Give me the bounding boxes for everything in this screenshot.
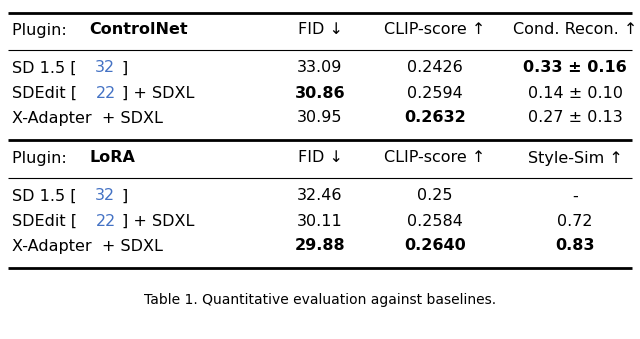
Text: X-Adapter  + SDXL: X-Adapter + SDXL xyxy=(12,239,163,254)
Text: SD 1.5 [: SD 1.5 [ xyxy=(12,60,77,76)
Text: -: - xyxy=(572,188,578,203)
Text: 32.46: 32.46 xyxy=(297,188,343,203)
Text: ]: ] xyxy=(121,188,127,203)
Text: 0.2584: 0.2584 xyxy=(407,214,463,228)
Text: 0.25: 0.25 xyxy=(417,188,452,203)
Text: SD 1.5 [: SD 1.5 [ xyxy=(12,188,77,203)
Text: Plugin:: Plugin: xyxy=(12,22,72,38)
Text: 0.2594: 0.2594 xyxy=(407,85,463,100)
Text: ] + SDXL: ] + SDXL xyxy=(122,85,195,100)
Text: Table 1. Quantitative evaluation against baselines.: Table 1. Quantitative evaluation against… xyxy=(144,293,496,307)
Text: 33.09: 33.09 xyxy=(298,60,342,76)
Text: 30.86: 30.86 xyxy=(294,85,346,100)
Text: Cond. Recon. ↑: Cond. Recon. ↑ xyxy=(513,22,637,38)
Text: 0.33 ± 0.16: 0.33 ± 0.16 xyxy=(523,60,627,76)
Text: CLIP-score ↑: CLIP-score ↑ xyxy=(385,151,486,165)
Text: 0.27 ± 0.13: 0.27 ± 0.13 xyxy=(527,111,622,125)
Text: ] + SDXL: ] + SDXL xyxy=(122,214,195,228)
Text: 22: 22 xyxy=(96,85,116,100)
Text: 30.95: 30.95 xyxy=(297,111,343,125)
Text: X-Adapter  + SDXL: X-Adapter + SDXL xyxy=(12,111,163,125)
Text: CLIP-score ↑: CLIP-score ↑ xyxy=(385,22,486,38)
Text: ]: ] xyxy=(121,60,127,76)
Text: Style-Sim ↑: Style-Sim ↑ xyxy=(527,151,622,165)
Text: 22: 22 xyxy=(96,214,116,228)
Text: SDEdit [: SDEdit [ xyxy=(12,214,77,228)
Text: SDEdit [: SDEdit [ xyxy=(12,85,77,100)
Text: 32: 32 xyxy=(95,188,115,203)
Text: 0.14 ± 0.10: 0.14 ± 0.10 xyxy=(527,85,623,100)
Text: FID ↓: FID ↓ xyxy=(298,151,342,165)
Text: 0.83: 0.83 xyxy=(556,239,595,254)
Text: Plugin:: Plugin: xyxy=(12,151,72,165)
Text: 0.2640: 0.2640 xyxy=(404,239,466,254)
Text: LoRA: LoRA xyxy=(89,151,135,165)
Text: FID ↓: FID ↓ xyxy=(298,22,342,38)
Text: 29.88: 29.88 xyxy=(294,239,346,254)
Text: 32: 32 xyxy=(95,60,115,76)
Text: 0.2632: 0.2632 xyxy=(404,111,466,125)
Text: 0.2426: 0.2426 xyxy=(407,60,463,76)
Text: ControlNet: ControlNet xyxy=(89,22,188,38)
Text: 30.11: 30.11 xyxy=(297,214,343,228)
Text: 0.72: 0.72 xyxy=(557,214,593,228)
